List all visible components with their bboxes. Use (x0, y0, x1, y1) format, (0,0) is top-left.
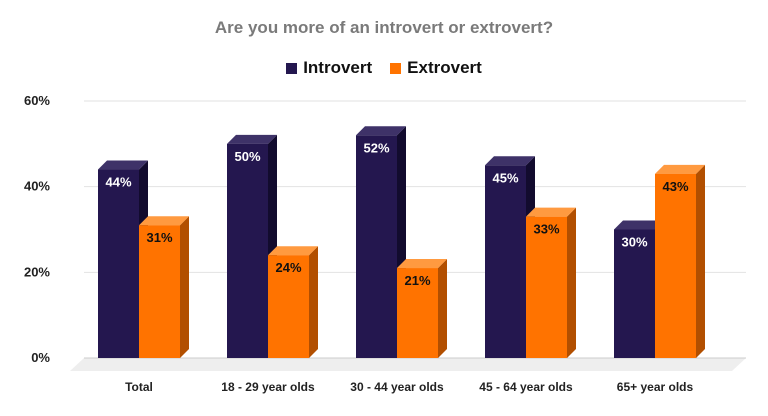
bar (139, 225, 180, 358)
data-label: 21% (404, 273, 430, 288)
data-label: 45% (492, 170, 518, 185)
y-tick-label: 0% (31, 350, 50, 365)
data-label: 50% (234, 149, 260, 164)
data-label: 31% (146, 230, 172, 245)
data-label: 43% (662, 179, 688, 194)
bar-side (438, 259, 447, 358)
data-label: 52% (363, 140, 389, 155)
bar-side (696, 164, 705, 358)
bar-top (397, 259, 447, 269)
bar (268, 255, 309, 358)
data-label: 33% (533, 222, 559, 237)
x-tick-label: Total (125, 380, 153, 394)
bar-top (139, 216, 189, 226)
bar (655, 173, 696, 358)
data-label: 30% (621, 235, 647, 250)
bar-top (485, 156, 535, 166)
bar (356, 135, 397, 358)
bar-top (614, 220, 664, 230)
legend-label-extrovert: Extrovert (407, 58, 482, 77)
x-tick-label: 18 - 29 year olds (221, 380, 315, 394)
chart-floor (70, 358, 746, 371)
bar-top (356, 126, 406, 136)
y-tick-label: 20% (24, 264, 50, 279)
y-tick-label: 60% (24, 93, 50, 108)
x-tick-label: 45 - 64 year olds (479, 380, 573, 394)
legend-item-introvert: Introvert (286, 58, 372, 78)
chart-title: Are you more of an introvert or extrover… (214, 18, 554, 37)
bar (526, 216, 567, 358)
x-tick-label: 65+ year olds (617, 380, 694, 394)
bar-top (98, 160, 148, 170)
legend-swatch-extrovert (390, 62, 402, 74)
legend-label-introvert: Introvert (303, 58, 373, 77)
legend-swatch-introvert (286, 62, 298, 74)
bar-top (227, 134, 277, 144)
legend-item-extrovert: Extrovert (390, 58, 482, 78)
x-tick-label: 30 - 44 year olds (350, 380, 444, 394)
bar (485, 165, 526, 358)
bar (227, 143, 268, 358)
bar-side (180, 216, 189, 358)
bar (98, 169, 139, 358)
y-tick-label: 40% (24, 179, 50, 194)
bar-top (268, 246, 318, 256)
bar-side (309, 246, 318, 358)
bar (614, 229, 655, 358)
data-label: 24% (275, 260, 301, 275)
bar-top (655, 164, 705, 174)
data-label: 44% (105, 175, 131, 190)
legend: Introvert Extrovert (0, 58, 768, 78)
bar-side (567, 207, 576, 358)
bar (397, 268, 438, 358)
bar-top (526, 207, 576, 217)
